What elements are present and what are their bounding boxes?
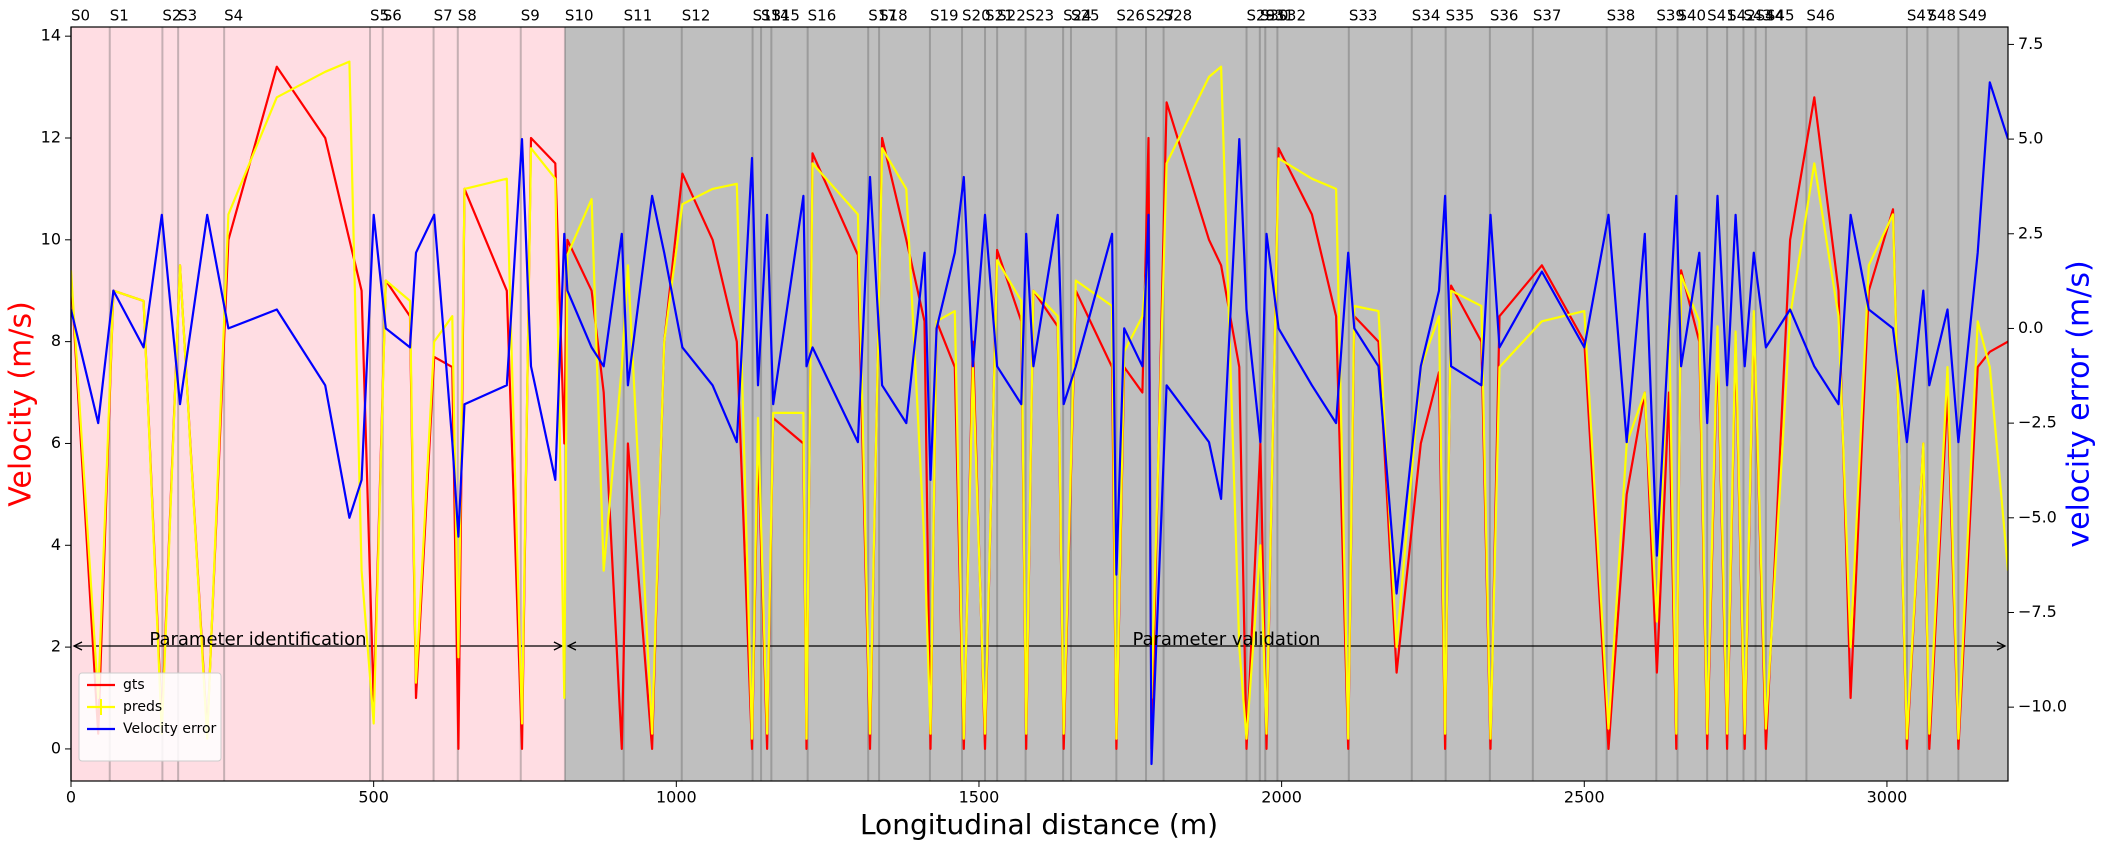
segment-label: S13 [753, 7, 782, 25]
x-tick-label: 3000 [1867, 788, 1908, 807]
y-tick-label: 12 [41, 127, 61, 146]
segment-label: S37 [1533, 7, 1562, 25]
x-tick-label: 2000 [1261, 788, 1302, 807]
y2-tick-label: 0.0 [2018, 318, 2043, 337]
segment-label: S11 [624, 7, 653, 25]
y-tick-label: 4 [51, 535, 61, 554]
segment-label: S29 [1247, 7, 1276, 25]
x-tick-label: 2500 [1564, 788, 1605, 807]
segment-label: S2 [162, 7, 181, 25]
segment-label: S44 [1756, 7, 1785, 25]
legend-label: Velocity error [123, 721, 217, 737]
y-tick-label: 6 [51, 433, 61, 452]
segment-label: S39 [1656, 7, 1685, 25]
segment-label: S47 [1907, 7, 1936, 25]
region [71, 27, 565, 781]
segment-label: S26 [1116, 7, 1145, 25]
region-label: Parameter validation [1132, 629, 1320, 650]
segment-label: S1 [110, 7, 129, 25]
segment-label: S23 [1026, 7, 1055, 25]
segment-label: S42 [1727, 7, 1756, 25]
segment-label: S43 [1743, 7, 1772, 25]
plot-frame [70, 26, 2009, 782]
segment-label: S48 [1927, 7, 1956, 25]
plot-background [70, 27, 2008, 781]
segment-label: S45 [1766, 7, 1795, 25]
y2-tick-label: 7.5 [2018, 34, 2043, 53]
legend-label: preds [123, 699, 162, 715]
segment-label: S27 [1146, 7, 1175, 25]
arrow-head [553, 641, 564, 651]
segment-label: S32 [1277, 7, 1306, 25]
segment-label: S10 [565, 7, 594, 25]
y2-tick-label: −2.5 [2018, 413, 2057, 432]
x-tick-label: 1000 [656, 788, 697, 807]
x-axis-label: Longitudinal distance (m) [860, 808, 1218, 841]
x-tick-label: 1500 [959, 788, 1000, 807]
arrow-head [566, 641, 577, 651]
segment-label: S34 [1412, 7, 1441, 25]
segment-label: S7 [434, 7, 453, 25]
legend-label: gts [123, 677, 145, 693]
y2-axis-label: velocity error (m/s) [2062, 260, 2097, 547]
arrow-head [72, 641, 83, 651]
segment-label: S18 [879, 7, 908, 25]
segment-label: S6 [383, 7, 402, 25]
x-tick-label: 0 [66, 788, 76, 807]
segment-label: S15 [771, 7, 800, 25]
series-line [71, 81, 2008, 766]
region [564, 27, 2008, 781]
legend-box [78, 672, 222, 762]
segment-label: S22 [997, 7, 1026, 25]
segment-label: S17 [868, 7, 897, 25]
segment-label: S28 [1164, 7, 1193, 25]
y-tick-label: 10 [41, 229, 61, 248]
region-label: Parameter identification [149, 629, 366, 650]
x-tick-label: 500 [358, 788, 389, 807]
y2-tick-label: −7.5 [2018, 602, 2057, 621]
segment-label: S0 [71, 7, 90, 25]
segment-label: S33 [1349, 7, 1378, 25]
segment-label: S9 [521, 7, 540, 25]
segment-label: S35 [1446, 7, 1475, 25]
segment-label: S40 [1677, 7, 1706, 25]
segment-label: S20 [962, 7, 991, 25]
y2-tick-label: −5.0 [2018, 507, 2057, 526]
segment-label: S31 [1265, 7, 1294, 25]
y-tick-label: 8 [51, 331, 61, 350]
segment-label: S5 [370, 7, 389, 25]
series-line [71, 60, 2008, 740]
segment-label: S14 [761, 7, 790, 25]
y-tick-label: 2 [51, 637, 61, 656]
segment-label: S41 [1707, 7, 1736, 25]
arrow-head [1996, 641, 2007, 651]
segment-label: S19 [930, 7, 959, 25]
segment-label: S30 [1260, 7, 1289, 25]
plot-lines [71, 60, 2008, 766]
segment-label: S8 [458, 7, 477, 25]
segment-label: S16 [808, 7, 837, 25]
y-tick-label: 0 [51, 738, 61, 757]
segment-label: S21 [985, 7, 1014, 25]
y2-tick-label: −10.0 [2018, 697, 2067, 716]
segment-label: S36 [1490, 7, 1519, 25]
segment-label: S12 [682, 7, 711, 25]
y2-tick-label: 2.5 [2018, 223, 2043, 242]
y2-tick-label: 5.0 [2018, 129, 2043, 148]
segment-label: S4 [224, 7, 243, 25]
segment-label: S49 [1958, 7, 1987, 25]
segment-label: S38 [1607, 7, 1636, 25]
y-axis-label: Velocity (m/s) [4, 301, 39, 507]
segment-label: S24 [1063, 7, 1092, 25]
segment-label: S46 [1806, 7, 1835, 25]
segment-label: S3 [178, 7, 197, 25]
y-tick-label: 14 [41, 26, 61, 45]
segment-label: S25 [1071, 7, 1100, 25]
